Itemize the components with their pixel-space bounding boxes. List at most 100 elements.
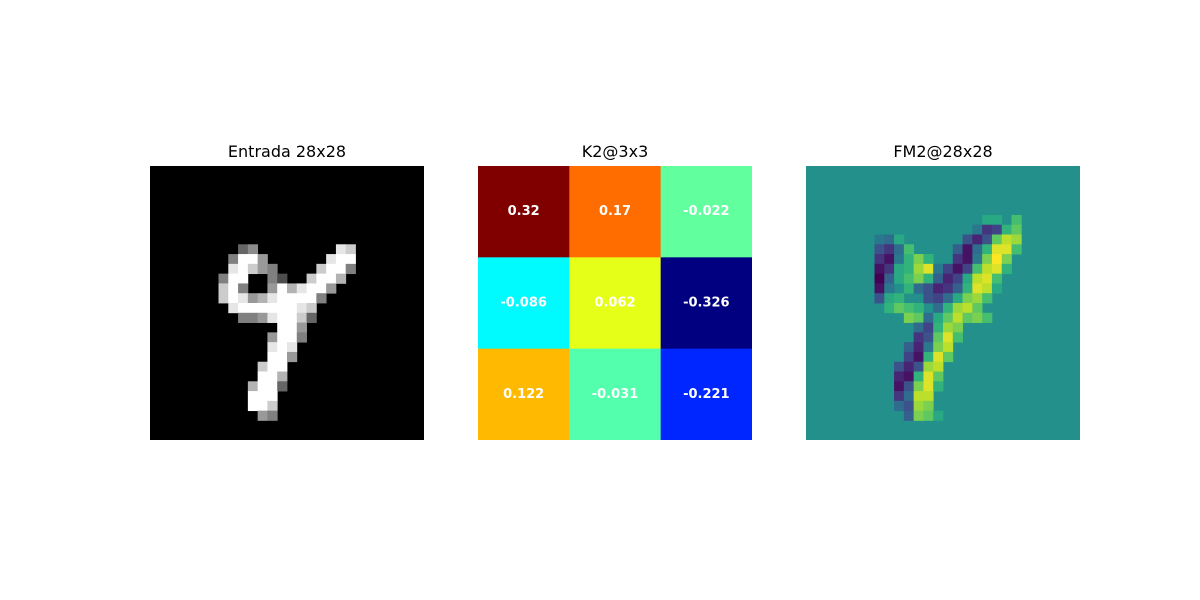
- feature-map-cell: [933, 342, 944, 353]
- feature-map-cell: [943, 312, 954, 323]
- feature-map-cell: [884, 283, 895, 294]
- input-cell: [267, 410, 278, 421]
- input-cell: [287, 303, 298, 314]
- input-cell: [335, 254, 347, 265]
- feature-map-cell: [874, 254, 885, 265]
- input-cell: [257, 303, 268, 314]
- input-cell: [296, 293, 307, 304]
- feature-map-cell: [913, 381, 924, 392]
- input-cell: [247, 263, 259, 275]
- feature-map-cell: [991, 283, 1003, 294]
- kernel-cell: [569, 166, 661, 258]
- feature-map-cell: [894, 244, 905, 255]
- feature-map-cell: [982, 312, 993, 323]
- input-cell: [267, 283, 278, 294]
- feature-map-cell: [923, 312, 934, 323]
- input-cell: [247, 293, 259, 304]
- input-cell: [277, 283, 288, 294]
- feature-map-cell: [1001, 244, 1012, 255]
- feature-map-cell: [952, 293, 963, 304]
- feature-map-cell: [972, 254, 983, 265]
- feature-map-cell: [903, 391, 915, 402]
- feature-map-cell: [943, 322, 954, 333]
- kernel-heatmap: 0.32 0.17 -0.022 -0.086 0.062 -0.326 0.122 -0.0…: [478, 166, 752, 440]
- feature-map-cell: [982, 283, 993, 294]
- feature-map-cell: [923, 322, 934, 333]
- kernel-value-label: 0.062: [594, 296, 635, 311]
- feature-map-cell: [884, 254, 895, 265]
- feature-map-cell: [972, 234, 983, 245]
- input-cell: [326, 273, 337, 284]
- feature-map-cell: [991, 254, 1003, 265]
- feature-map-cell: [952, 322, 963, 333]
- input-cell: [296, 332, 307, 343]
- feature-map-cell: [903, 351, 915, 363]
- feature-map-cell: [1001, 263, 1012, 275]
- input-title: Entrada 28x28: [227, 142, 347, 161]
- input-cell: [306, 293, 317, 304]
- input-cell: [267, 312, 278, 323]
- feature-map-cell: [913, 322, 924, 333]
- feature-map-cell: [1011, 234, 1022, 245]
- input-cell: [247, 303, 259, 314]
- feature-map-cell: [982, 214, 993, 226]
- feature-map-cell: [991, 263, 1003, 275]
- feature-map-cell: [952, 254, 963, 265]
- feature-map-cell: [903, 283, 915, 294]
- input-cell: [247, 381, 259, 392]
- input-cell: [335, 263, 347, 275]
- input-cell: [228, 273, 239, 284]
- feature-map-cell: [943, 263, 954, 275]
- input-cell: [277, 312, 288, 323]
- feature-map-cell: [991, 234, 1003, 245]
- feature-map-cell: [972, 224, 983, 235]
- input-cell: [335, 273, 347, 284]
- input-cell: [247, 254, 259, 265]
- feature-map-cell: [1001, 224, 1012, 235]
- feature-map-cell: [933, 322, 944, 333]
- feature-map-cell: [874, 263, 885, 275]
- input-cell: [287, 322, 298, 333]
- feature-map-cell: [884, 293, 895, 304]
- input-cell: [228, 283, 239, 294]
- input-cell: [277, 322, 288, 333]
- input-cell: [267, 400, 278, 412]
- input-cell: [238, 263, 249, 275]
- feature-map-cell: [933, 303, 944, 314]
- feature-map-cell: [903, 273, 915, 284]
- feature-map-cell: [913, 283, 924, 294]
- input-cell: [247, 312, 259, 323]
- feature-map-cell: [943, 332, 954, 343]
- input-cell: [247, 391, 259, 402]
- feature-map-cell: [933, 410, 944, 421]
- feature-map-cell: [913, 332, 924, 343]
- input-cell: [345, 263, 356, 275]
- input-cell: [257, 361, 268, 372]
- feature-map-cell: [913, 400, 924, 412]
- feature-map-cell: [894, 400, 905, 412]
- feature-map-cell: [884, 303, 895, 314]
- feature-map-cell: [894, 303, 905, 314]
- feature-map-cell: [913, 361, 924, 372]
- kernel-value-label: 0.32: [508, 204, 540, 219]
- input-cell: [257, 391, 268, 402]
- feature-map-cell: [923, 254, 934, 265]
- feature-map-cell: [982, 224, 993, 235]
- feature-map-cell: [1001, 254, 1012, 265]
- kernel-value-label: 0.17: [599, 204, 631, 219]
- feature-map-cell: [913, 371, 924, 382]
- feature-map-cell: [884, 273, 895, 284]
- feature-map-cell: [991, 244, 1003, 255]
- feature-map-cell: [913, 391, 924, 402]
- kernel-value-label: -0.031: [592, 387, 639, 402]
- feature-map-cell: [913, 312, 924, 323]
- input-cell: [267, 371, 278, 382]
- feature-map-cell: [894, 254, 905, 265]
- input-cell: [277, 351, 288, 363]
- input-cell: [257, 410, 268, 421]
- feature-map-cell: [903, 263, 915, 275]
- feature-map-cell: [962, 244, 973, 255]
- kernel-cell: [569, 257, 661, 349]
- feature-map-cell: [884, 263, 895, 275]
- feature-map-cell: [894, 361, 905, 372]
